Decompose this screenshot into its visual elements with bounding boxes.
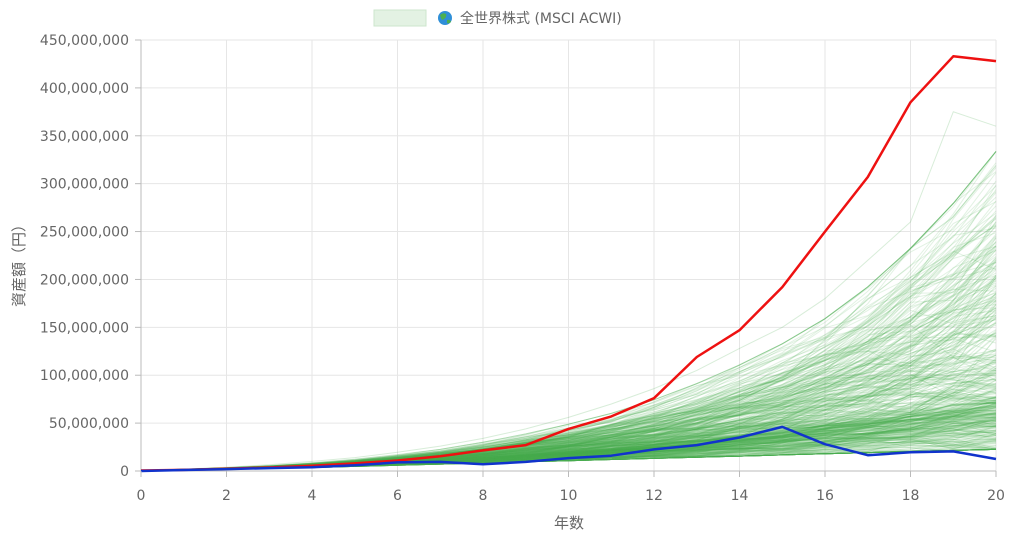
grid: [140, 39, 997, 472]
legend-label: 全世界株式 (MSCI ACWI): [460, 10, 622, 27]
y-axis-title: 資産額（円）: [10, 217, 28, 307]
simulation-path: [140, 224, 997, 471]
x-tick-label: 20: [987, 488, 1005, 504]
y-tick-label: 300,000,000: [40, 177, 129, 193]
y-tick-label: 150,000,000: [40, 320, 129, 336]
simulation-path: [140, 165, 997, 471]
simulation-path-max: [140, 111, 997, 471]
simulation-path: [140, 151, 997, 471]
simulation-path: [140, 196, 997, 471]
x-tick-label: 16: [816, 488, 834, 504]
x-tick-label: 6: [393, 488, 402, 504]
x-tick-label: 8: [479, 488, 488, 504]
legend[interactable]: 全世界株式 (MSCI ACWI): [373, 9, 622, 27]
simulation-path: [140, 205, 997, 471]
simulation-path: [140, 172, 997, 471]
x-axis-title: 年数: [554, 514, 584, 532]
x-tick-label: 0: [137, 488, 146, 504]
x-tick-label: 2: [222, 488, 231, 504]
simulation-path: [140, 164, 997, 471]
y-tick-label: 400,000,000: [40, 81, 129, 97]
x-tick-label: 12: [645, 488, 663, 504]
simulation-path: [140, 185, 997, 471]
simulation-path: [140, 151, 997, 471]
simulation-path: [140, 260, 997, 471]
simulation-path: [140, 291, 997, 471]
y-axis-ticks: 0 50,000,000 100,000,000 150,000,000 200,000…: [40, 33, 141, 480]
simulation-path: [140, 300, 997, 471]
x-tick-label: 4: [308, 488, 317, 504]
x-tick-label: 18: [902, 488, 920, 504]
y-tick-label: 450,000,000: [40, 33, 129, 49]
y-tick-label: 200,000,000: [40, 272, 129, 288]
simulation-path: [140, 307, 997, 471]
simulation-path: [140, 151, 997, 471]
simulation-path: [140, 171, 997, 471]
y-tick-label: 0: [120, 464, 129, 480]
y-tick-label: 50,000,000: [49, 416, 129, 432]
simulation-path: [140, 285, 997, 471]
y-tick-label: 100,000,000: [40, 368, 129, 384]
simulation-path: [140, 191, 997, 471]
simulation-path: [140, 248, 997, 471]
series-lines: [140, 55, 997, 473]
simulation-path: [140, 201, 997, 471]
globe-icon: [438, 11, 452, 25]
simulation-path: [140, 315, 997, 471]
legend-swatch: [373, 9, 427, 27]
simulation-path: [140, 348, 997, 471]
series-line-blue: [140, 425, 997, 473]
simulation-path: [140, 257, 997, 471]
x-axis-ticks: 0 2 4 6 8 10 12 14 16 18 20: [137, 471, 1005, 504]
simulation-path: [140, 151, 997, 471]
y-tick-label: 350,000,000: [40, 129, 129, 145]
x-tick-label: 10: [560, 488, 578, 504]
y-tick-label: 250,000,000: [40, 225, 129, 241]
simulation-path: [140, 151, 997, 471]
simulation-path: [140, 223, 997, 471]
x-tick-label: 14: [731, 488, 749, 504]
simulation-path: [140, 230, 997, 471]
